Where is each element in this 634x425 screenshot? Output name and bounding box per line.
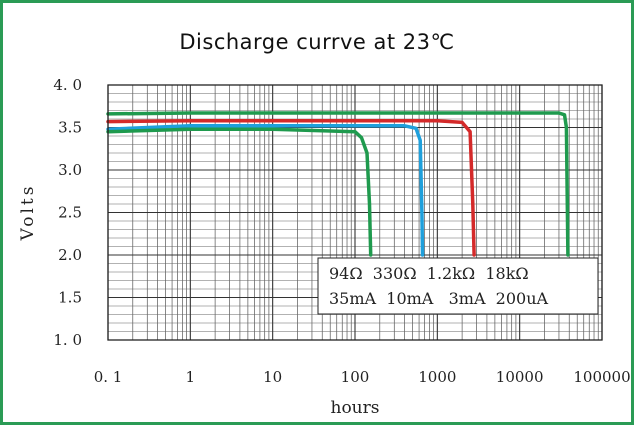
x-tick-label: 1000 [418, 368, 456, 386]
x-tick-label: 10 [263, 368, 282, 386]
y-tick-label: 4. 0 [53, 76, 82, 94]
y-tick-label: 3.0 [58, 161, 82, 179]
chart-title: Discharge currve at 23℃ [179, 30, 455, 54]
y-tick-labels: 1. 0 1.5 2.0 2.5 3.0 3.5 4. 0 [53, 76, 82, 349]
series-line-1 [106, 111, 570, 257]
legend-currents: 35mA 10mA 3mA 200uA [329, 289, 549, 308]
x-tick-label: 0. 1 [94, 368, 123, 386]
series-layer [106, 111, 570, 257]
y-tick-label: 2.0 [58, 246, 82, 264]
legend-resistors: 94Ω 330Ω 1.2kΩ 18kΩ [329, 264, 529, 283]
x-tick-labels: 0. 1 1 10 100 1000 10000 100000 [94, 368, 631, 386]
y-axis-label: Volts [18, 184, 38, 242]
x-axis-label: hours [331, 398, 380, 418]
series-line-2 [106, 118, 476, 257]
series-line-3 [106, 124, 425, 257]
series-line-4 [106, 127, 373, 257]
x-tick-label: 100 [341, 368, 370, 386]
x-tick-label: 100000 [573, 368, 630, 386]
legend-box [317, 257, 599, 315]
y-tick-label: 1. 0 [53, 331, 82, 349]
x-tick-label: 10000 [496, 368, 544, 386]
plot-border [107, 84, 603, 341]
y-tick-label: 1.5 [58, 289, 82, 307]
legend: 94Ω 330Ω 1.2kΩ 18kΩ 35mA 10mA 3mA 200uA [317, 257, 599, 315]
y-tick-label: 3.5 [58, 119, 82, 137]
x-tick-label: 1 [186, 368, 196, 386]
y-tick-label: 2.5 [58, 204, 82, 222]
